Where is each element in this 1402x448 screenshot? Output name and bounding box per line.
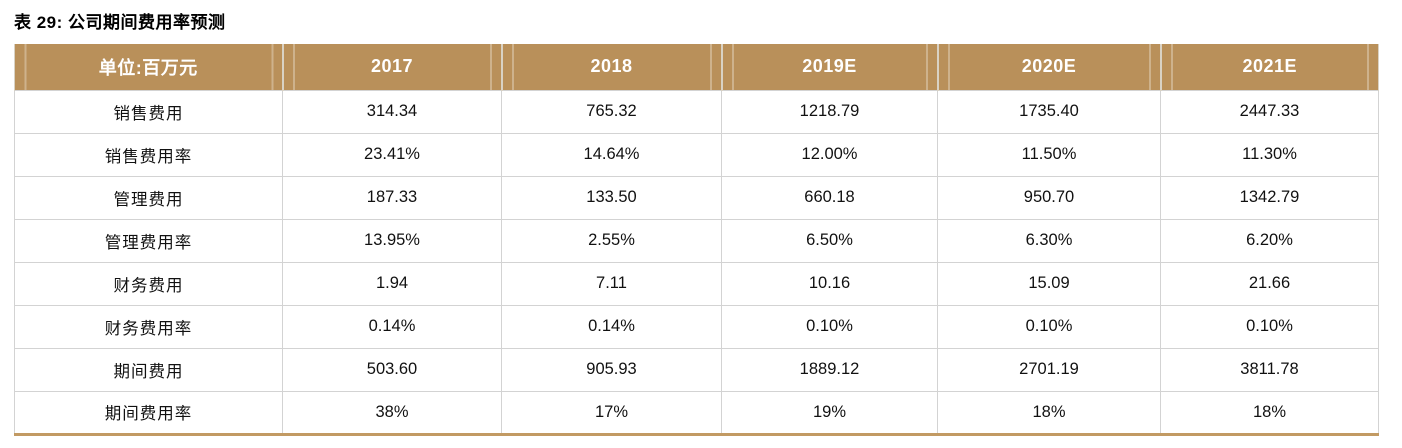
value-cell: 11.50%	[937, 132, 1161, 177]
value-cell: 660.18	[721, 175, 938, 220]
value-cell: 11.30%	[1160, 132, 1379, 177]
value-cell: 765.32	[501, 89, 722, 134]
value-cell: 12.00%	[721, 132, 938, 177]
row-label-cell: 管理费用率	[14, 218, 283, 263]
value-cell: 23.41%	[282, 132, 502, 177]
table-row: 期间费用 503.60 905.93 1889.12 2701.19 3811.78	[14, 347, 1379, 392]
value-cell: 17%	[501, 390, 722, 435]
value-cell: 18%	[937, 390, 1161, 435]
value-cell: 10.16	[721, 261, 938, 306]
value-cell: 1342.79	[1160, 175, 1379, 220]
table-row: 管理费用率 13.95% 2.55% 6.50% 6.30% 6.20%	[14, 218, 1379, 263]
value-cell: 133.50	[501, 175, 722, 220]
table-row: 财务费用率 0.14% 0.14% 0.10% 0.10% 0.10%	[14, 304, 1379, 349]
value-cell: 1218.79	[721, 89, 938, 134]
column-header-2019E: 2019E	[720, 44, 939, 90]
value-cell: 7.11	[501, 261, 722, 306]
value-cell: 38%	[282, 390, 502, 435]
column-header-2021E: 2021E	[1159, 44, 1379, 90]
value-cell: 1.94	[282, 261, 502, 306]
value-cell: 950.70	[937, 175, 1161, 220]
value-cell: 2.55%	[501, 218, 722, 263]
table-row: 销售费用 314.34 765.32 1218.79 1735.40 2447.33	[14, 89, 1379, 134]
value-cell: 3811.78	[1160, 347, 1379, 392]
value-cell: 18%	[1160, 390, 1379, 435]
column-header-2020E: 2020E	[936, 44, 1162, 90]
value-cell: 503.60	[282, 347, 502, 392]
value-cell: 0.14%	[282, 304, 502, 349]
value-cell: 0.14%	[501, 304, 722, 349]
table-row: 期间费用率 38% 17% 19% 18% 18%	[14, 390, 1379, 435]
value-cell: 1735.40	[937, 89, 1161, 134]
value-cell: 314.34	[282, 89, 502, 134]
table-body: 销售费用 314.34 765.32 1218.79 1735.40 2447.33 销售费…	[14, 89, 1379, 435]
value-cell: 15.09	[937, 261, 1161, 306]
table-row: 销售费用率 23.41% 14.64% 12.00% 11.50% 11.30%	[14, 132, 1379, 177]
table-title: 表 29: 公司期间费用率预测	[14, 13, 226, 32]
value-cell: 2447.33	[1160, 89, 1379, 134]
row-label-cell: 财务费用	[14, 261, 283, 306]
value-cell: 0.10%	[937, 304, 1161, 349]
value-cell: 21.66	[1160, 261, 1379, 306]
row-label-cell: 销售费用率	[14, 132, 283, 177]
row-label-cell: 期间费用率	[14, 390, 283, 435]
header-row: 单位:百万元 2017 2018 2019E 2020E 2021E	[14, 44, 1379, 90]
unit-header-cell: 单位:百万元	[14, 44, 284, 90]
value-cell: 1889.12	[721, 347, 938, 392]
value-cell: 13.95%	[282, 218, 502, 263]
value-cell: 6.50%	[721, 218, 938, 263]
column-header-2018: 2018	[500, 44, 723, 90]
column-header-2017: 2017	[281, 44, 503, 90]
value-cell: 6.30%	[937, 218, 1161, 263]
table-row: 财务费用 1.94 7.11 10.16 15.09 21.66	[14, 261, 1379, 306]
value-cell: 905.93	[501, 347, 722, 392]
value-cell: 14.64%	[501, 132, 722, 177]
value-cell: 6.20%	[1160, 218, 1379, 263]
row-label-cell: 管理费用	[14, 175, 283, 220]
value-cell: 0.10%	[1160, 304, 1379, 349]
value-cell: 2701.19	[937, 347, 1161, 392]
value-cell: 0.10%	[721, 304, 938, 349]
row-label-cell: 期间费用	[14, 347, 283, 392]
value-cell: 187.33	[282, 175, 502, 220]
expense-forecast-table: 单位:百万元 2017 2018 2019E 2020E 2021E 销售费用 314.3…	[14, 44, 1379, 436]
value-cell: 19%	[721, 390, 938, 435]
table-row: 管理费用 187.33 133.50 660.18 950.70 1342.79	[14, 175, 1379, 220]
row-label-cell: 销售费用	[14, 89, 283, 134]
row-label-cell: 财务费用率	[14, 304, 283, 349]
